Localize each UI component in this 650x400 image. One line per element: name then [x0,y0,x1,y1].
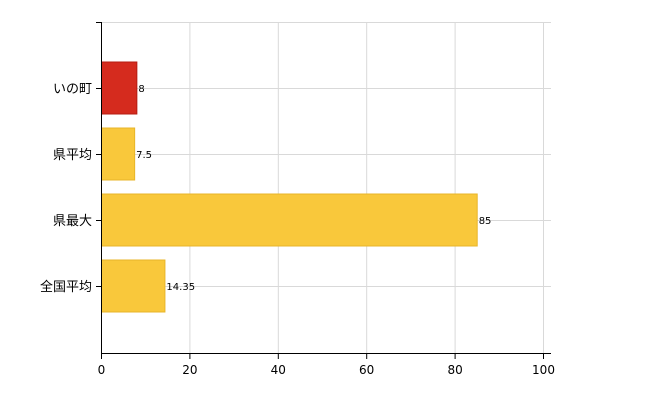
bar [101,61,138,115]
x-tick-label: 100 [532,363,555,377]
bar [101,259,166,313]
bar [101,127,136,181]
grid-lines [101,22,551,353]
x-tick-label: 80 [447,363,462,377]
x-tick-label: 40 [271,363,286,377]
data-label: 7.5 [136,150,152,161]
x-tick-label: 20 [182,363,197,377]
axes [96,22,551,359]
data-label: 14.35 [166,282,195,293]
x-tick-label: 0 [98,363,106,377]
category-label: 全国平均 [40,279,92,295]
x-tick-label: 60 [359,363,374,377]
bars [101,61,478,313]
category-label: 県平均 [53,148,92,163]
bar [101,193,478,247]
category-label: 県最大 [53,214,92,229]
data-label: 85 [479,216,492,227]
category-label: いの町 [53,82,92,97]
data-label: 8 [138,84,144,95]
